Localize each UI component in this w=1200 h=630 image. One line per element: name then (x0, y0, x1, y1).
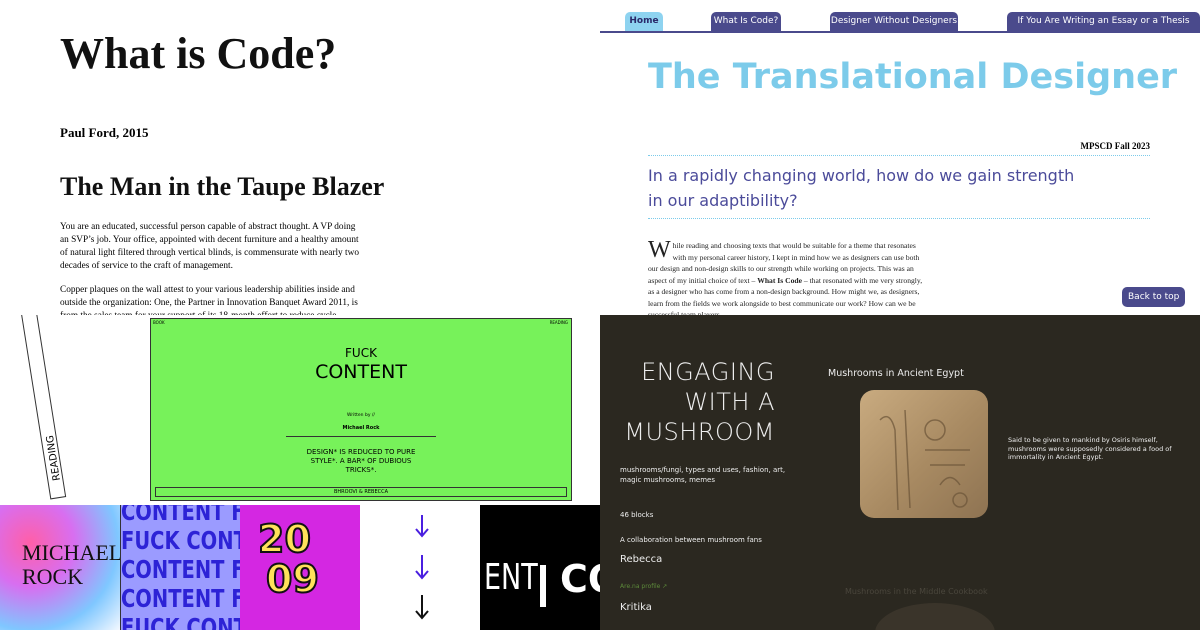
poster-title: CONTENT (315, 361, 407, 383)
back-to-top-button[interactable]: Back to top (1122, 287, 1186, 307)
ent-co-tile: ENT CO (480, 505, 600, 630)
tile-text-line: CONTENT FUCK (121, 505, 241, 526)
term-label: MPSCD Fall 2023 (1080, 141, 1151, 151)
tile-text-line: CONTENT FUCK (121, 555, 241, 584)
written-by: Written by // (347, 413, 375, 418)
nav-tab[interactable]: If You Are Writing an Essay or a Thesis (1007, 12, 1200, 31)
tile-text-line: FUCK CONTENT (121, 613, 241, 630)
body-text-bold: What Is Code (757, 275, 802, 285)
block-image[interactable] (860, 390, 988, 518)
section-heading: The Man in the Taupe Blazer (60, 172, 385, 201)
arrow (415, 515, 429, 538)
year-bottom: 09 (265, 557, 320, 601)
year-top: 20 (257, 517, 312, 561)
strip-label: READING (44, 434, 63, 482)
paragraph: Copper plaques on the wall attest to you… (60, 285, 358, 315)
poster-corner: BOOK (153, 320, 165, 325)
what-is-code-panel: What is Code? Paul Ford, 2015 The Man in… (0, 0, 600, 315)
block-count: 46 blocks (620, 511, 654, 519)
tile-text-line: CONTENT FUCK (121, 584, 241, 613)
mushroom-panel: ENGAGING WITH A MUSHROOM mushrooms/fungi… (600, 315, 1200, 630)
site-title: The Translational Designer (648, 57, 1178, 97)
translational-panel: Home What Is Code? Designer Without Desi… (600, 0, 1200, 315)
nav-rule (600, 31, 1200, 33)
paragraph: You are an educated, successful person c… (60, 222, 359, 271)
nav-tab[interactable]: Home (625, 12, 663, 31)
nav-tab[interactable]: What Is Code? (711, 12, 781, 31)
member[interactable]: Rebecca (620, 554, 663, 565)
arrows (415, 515, 429, 620)
next-block-image (875, 603, 995, 630)
arrow (415, 555, 429, 580)
profile-link[interactable]: Are.na profile ↗ (620, 583, 668, 590)
member[interactable]: Kritika (620, 602, 652, 613)
byline: Paul Ford, 2015 (60, 125, 149, 140)
year-tile: 20 09 (240, 505, 360, 630)
article-title: What is Code? (60, 29, 337, 78)
poster-rule (286, 436, 436, 437)
next-block-title: Mushrooms in the Middle Cookbook (845, 587, 988, 596)
body-text-start: hile reading and choosing texts that wou… (648, 241, 920, 285)
poster-footer: BHROOVI & REBECCA (155, 487, 567, 497)
block-caption: Said to be given to mankind by Osiris hi… (1008, 436, 1172, 461)
tile-text: ENT (484, 557, 538, 598)
nav-tab[interactable]: Designer Without Designers (830, 12, 958, 31)
tile-text: CO (560, 557, 600, 601)
reading-strip: READING (18, 315, 67, 500)
arrow (415, 595, 429, 620)
tile-text-line: FUCK CONTENT (121, 526, 241, 555)
poster-corner: READING (549, 320, 568, 325)
divider-bar (540, 565, 546, 607)
poster-quote: DESIGN* IS REDUCED TO PURE STYLE*. A BAR… (306, 448, 416, 474)
divider (648, 155, 1150, 156)
body-text-end: – that resonated with me very strongly, … (648, 275, 923, 316)
divider (648, 218, 1150, 219)
michael-rock-tile: MICHAEL ROCK (0, 505, 120, 630)
poster-author: Michael Rock (342, 425, 380, 431)
tags: mushrooms/fungi, types and uses, fashion… (620, 466, 786, 484)
question: In a rapidly changing world, how do we g… (648, 166, 1075, 210)
block-title: Mushrooms in Ancient Egypt (828, 368, 964, 379)
poster: BOOK READING FUCK CONTENT Written by // … (150, 318, 572, 501)
arrows-tile (360, 505, 480, 630)
tile-text: MICHAEL ROCK (22, 540, 120, 589)
poster-panel: READING BOOK READING FUCK CONTENT Writte… (0, 315, 600, 505)
channel-title: ENGAGING WITH A MUSHROOM (624, 358, 775, 446)
drop-cap: W (648, 237, 671, 263)
poster-title-small: FUCK (345, 346, 377, 360)
relief (879, 409, 970, 511)
collab-note: A collaboration between mushroom fans (620, 536, 762, 544)
